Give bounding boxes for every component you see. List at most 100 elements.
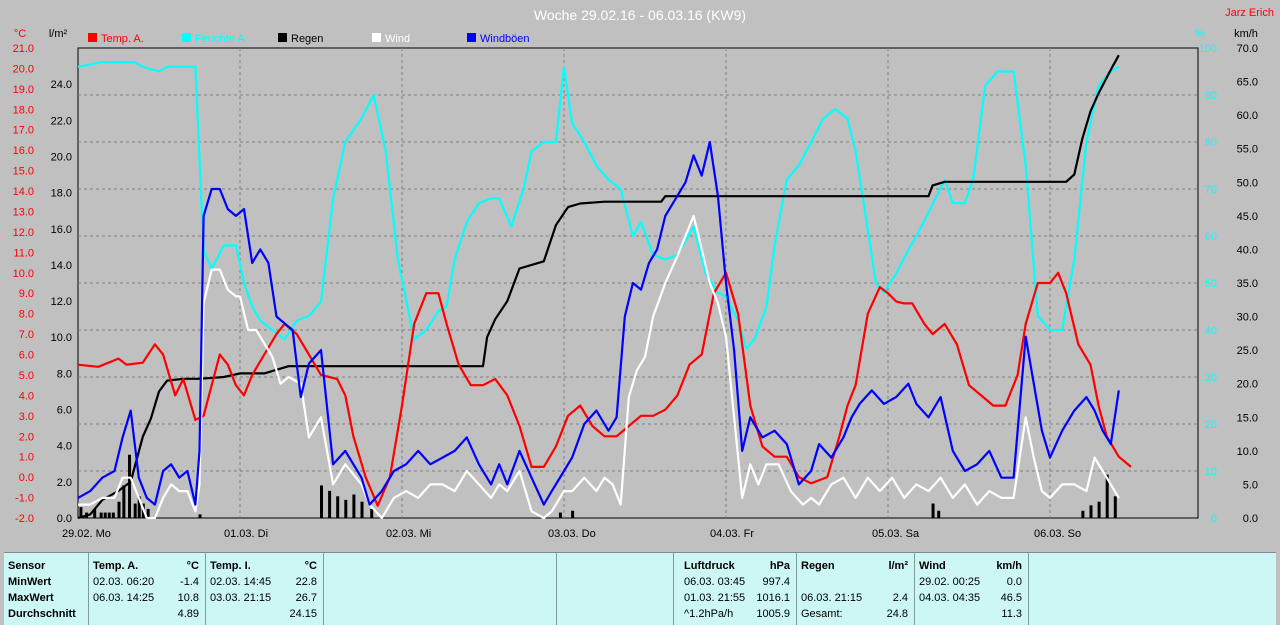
stats-header-rain: Regen l/m² (801, 559, 910, 574)
wind-tick-label: 0.0 (1243, 513, 1258, 525)
wind-axis: 0.0 5.0 10.0 15.0 20.0 25.0 30.0 35.0 40.0 45.0 50… (1237, 43, 1258, 525)
wind-tick-label: 35.0 (1237, 278, 1258, 290)
stats-row: 01.03. 21:55 1016.1 (684, 591, 792, 606)
rain-tick-label: 2.0 (57, 477, 72, 489)
chart-title: Woche 29.02.16 - 06.03.16 (KW9) (534, 7, 746, 23)
wind-tick-label: 65.0 (1237, 77, 1258, 89)
rain-tick-label: 6.0 (57, 405, 72, 417)
stats-row: 03.03. 21:15 26.7 (210, 591, 319, 606)
stats-value: 1005.9 (756, 608, 790, 620)
stats-date: 01.03. 21:55 (684, 592, 746, 604)
wind-tick-label: 30.0 (1237, 312, 1258, 324)
rain-bar (1097, 501, 1101, 518)
wind-tick-label: 40.0 (1237, 244, 1258, 256)
day-label: 02.03. Mi (386, 528, 431, 540)
stats-date: Gesamt: (801, 608, 843, 620)
stats-row: 04.03. 04:35 46.5 (919, 591, 1024, 606)
stats-date: 06.03. 14:25 (93, 592, 155, 604)
series-lines (77, 54, 1132, 520)
chart-svg: -2.0 -1.0 0.0 1.0 2.0 3.0 4.0 5.0 6.0 7.0 8.0 9.0 10… (13, 7, 1274, 540)
temp-tick-label: 14.0 (13, 186, 34, 198)
day-label: 01.03. Di (224, 528, 268, 540)
temp-tick-label: 15.0 (13, 166, 34, 178)
stats-row: 02.03. 06:20 -1.4 (93, 575, 201, 590)
rain-bar (1105, 474, 1109, 518)
rain-bar (360, 501, 364, 518)
stats-row: 06.03. 14:25 10.8 (93, 591, 201, 606)
rain-tick-label: 10.0 (51, 332, 72, 344)
rain-tick-label: 12.0 (51, 296, 72, 308)
stats-col-sensor: Sensor MinWert MaxWert Durchschnitt (4, 553, 89, 625)
humidity-tick-label: 90 (1205, 90, 1217, 102)
humidity-tick-label: 100 (1199, 43, 1217, 55)
rain-tick-label: 20.0 (51, 151, 72, 163)
stats-header-label: Temp. A. (93, 560, 139, 572)
rain-bar (370, 508, 374, 518)
stats-row: 29.02. 00:25 0.0 (919, 575, 1024, 590)
stats-value: 24.8 (886, 608, 908, 620)
stats-date: 02.03. 14:45 (210, 576, 272, 588)
temp-tick-label: -2.0 (15, 513, 34, 525)
stats-value: 26.7 (295, 592, 317, 604)
wind-unit-label: km/h (1234, 28, 1258, 40)
wind-tick-label: 50.0 (1237, 177, 1258, 189)
legend-swatch (182, 33, 191, 42)
temp-tick-label: 1.0 (19, 452, 34, 464)
rain-bar (1089, 505, 1093, 518)
temp-tick-label: 7.0 (19, 329, 34, 341)
rain-bar (111, 512, 115, 518)
rain-bar (352, 494, 356, 518)
day-axis: 29.02. Mo 01.03. Di 02.03. Mi 03.03. Do 04.0… (62, 528, 1081, 540)
rain-bar (1081, 510, 1085, 518)
stats-date: 04.03. 04:35 (919, 592, 981, 604)
stats-label-avg: Durchschnitt (8, 608, 76, 620)
rain-bar (937, 510, 941, 518)
rain-bar (931, 503, 935, 518)
humidity-tick-label: 70 (1205, 184, 1217, 196)
stats-row: 4.89 (93, 607, 201, 622)
stats-header-label: Regen (801, 560, 835, 572)
rain-bar (344, 499, 348, 518)
stats-label-max: MaxWert (8, 592, 54, 604)
temp-tick-label: 16.0 (13, 145, 34, 157)
wind-tick-label: 45.0 (1237, 211, 1258, 223)
stats-header-unit: km/h (996, 560, 1022, 572)
rain-bar (133, 503, 137, 518)
stats-row: 24.15 (210, 607, 319, 622)
stats-col-rain: Regen l/m² 06.03. 21:15 2.4 Gesamt: 24.8 (797, 553, 915, 625)
stats-header-unit: °C (186, 560, 199, 572)
stats-value: 0.0 (1006, 576, 1022, 588)
temp-tick-label: 12.0 (13, 227, 34, 239)
temp-tick-label: 11.0 (13, 247, 34, 259)
stats-date: 03.03. 21:15 (210, 592, 272, 604)
stats-header-unit: hPa (769, 560, 790, 572)
stats-date: 06.03. 21:15 (801, 592, 863, 604)
stats-value: -1.4 (180, 576, 199, 588)
rain-bar (1113, 496, 1117, 518)
stats-header-temp_a: Temp. A. °C (93, 559, 201, 574)
rain-bar (117, 501, 121, 518)
temp-tick-label: 21.0 (13, 43, 34, 55)
stats-row: Gesamt: 24.8 (801, 607, 910, 622)
wind-tick-label: 15.0 (1237, 412, 1258, 424)
stats-value: 1016.1 (756, 592, 790, 604)
stats-date: ^1.2hPa/h (684, 608, 734, 620)
legend-swatch (88, 33, 97, 42)
rain-bars (79, 454, 1117, 518)
wind-tick-label: 10.0 (1237, 446, 1258, 458)
temp-tick-label: 6.0 (19, 350, 34, 362)
stats-value: 24.15 (289, 608, 317, 620)
rain-bar (128, 454, 132, 518)
legend-swatch (467, 33, 476, 42)
grid-lines (78, 48, 1198, 518)
day-label: 03.03. Do (548, 528, 596, 540)
stats-row: 11.3 (919, 607, 1024, 622)
stats-header-temp_i: Temp. I. °C (210, 559, 319, 574)
stats-date: 06.03. 03:45 (684, 576, 746, 588)
legend-label: Windböen (480, 33, 530, 45)
stats-date: 29.02. 00:25 (919, 576, 981, 588)
series-line-temp-a- (77, 271, 1132, 507)
rain-tick-label: 8.0 (57, 368, 72, 380)
series-line-windb-en (77, 140, 1120, 506)
humidity-tick-label: 0 (1211, 513, 1217, 525)
